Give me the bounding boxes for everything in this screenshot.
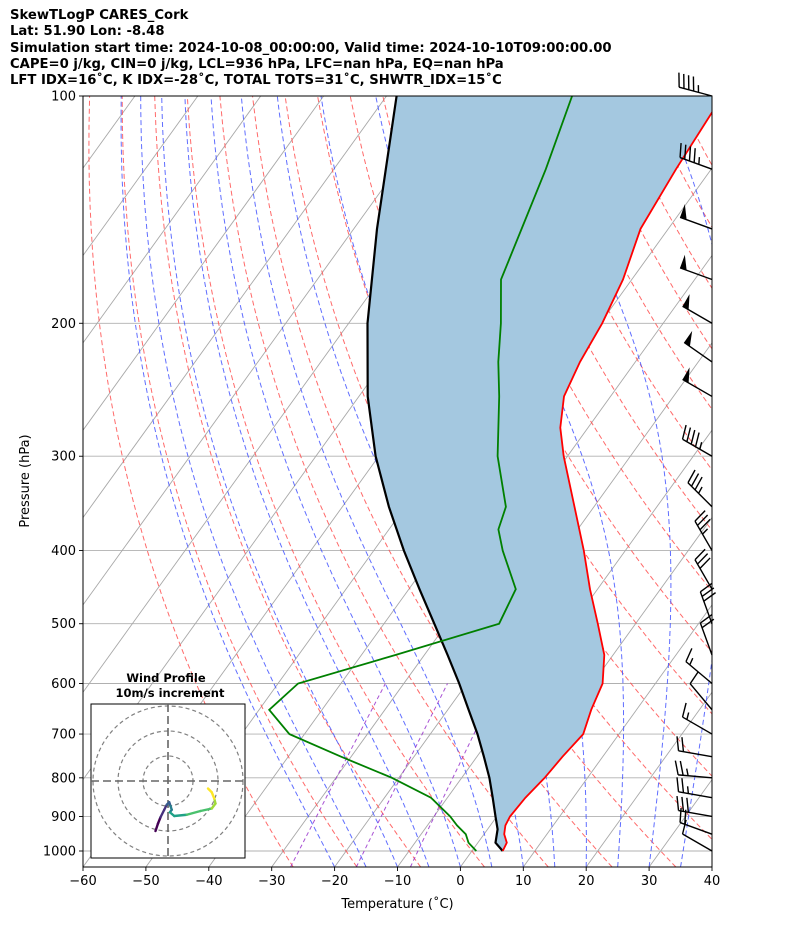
dry-adiabat [512,96,712,471]
x-tick-label: 0 [456,874,464,889]
isotherm-gridline [83,96,387,519]
isotherm-gridline [585,691,712,867]
dry-adiabat [741,96,794,867]
x-tick-label: 30 [641,874,658,889]
hodograph-trace [154,822,160,833]
y-axis-label: Pressure (hPa) [18,434,33,527]
stability-indices: LFT IDX=16˚C, K IDX=-28˚C, TOTAL TOTS=31… [10,73,502,89]
hodograph-subtitle: 10m/s increment [116,686,225,700]
isotherm-gridline [83,96,199,257]
wind-barb [689,671,713,711]
isotherm-gridline [0,96,9,867]
x-tick-label: 10 [515,874,532,889]
time-label: Simulation start time: 2024-10-08_00:00:… [10,40,612,56]
y-tick-label: 700 [51,728,76,743]
wind-barb [682,294,713,324]
y-tick-label: 900 [51,810,76,825]
isotherm-gridline [648,778,712,867]
hodograph-trace [185,809,202,816]
hodograph-trace [159,808,166,819]
parcel-profile-line [366,96,504,852]
moist-adiabat [161,96,398,867]
isotherm-gridline [83,96,450,606]
header: SkewTLogP CARES_Cork Lat: 51.90 Lon: -8.… [10,8,612,89]
x-tick-label: −40 [195,874,222,889]
x-tick-label: −50 [132,874,159,889]
y-tick-label: 600 [51,677,76,692]
wind-barb [687,469,713,508]
dry-adiabat [774,96,794,867]
x-tick-label: 20 [578,874,595,889]
moist-adiabat [184,96,430,867]
wind-barb [694,548,713,590]
dry-adiabat [708,96,712,104]
moist-adiabat [140,96,367,867]
x-tick-label: 40 [704,874,721,889]
y-tick-label: 1000 [43,845,76,860]
moist-adiabat [711,864,712,867]
isotherm-gridline [83,96,324,431]
isotherm-gridline [711,866,712,867]
location-label: Lat: 51.90 Lon: -8.48 [10,24,165,40]
hodograph-trace [199,807,213,813]
x-tick-label: −60 [69,874,96,889]
wind-barb [679,204,713,230]
dry-adiabat [186,96,485,867]
wind-barb [676,777,713,799]
wind-barb [678,72,713,97]
y-tick-label: 800 [51,771,76,786]
dry-adiabat [219,96,549,867]
hodograph-trace [206,787,213,794]
cin-shaded-area [367,96,712,851]
moist-adiabat [660,96,712,867]
wind-barb [679,142,713,170]
hodograph-title: Wind Profile [126,671,206,685]
dry-adiabat [480,96,712,531]
wind-barb [676,795,713,818]
mixing-ratio-line [409,683,499,867]
isotherm-gridline [522,604,712,867]
y-tick-label: 500 [51,617,76,632]
y-tick-label: 100 [51,90,76,105]
dewpoint-profile-line [267,96,573,852]
wind-barb [676,736,713,758]
dry-adiabat [642,96,712,229]
x-tick-label: −10 [384,874,411,889]
isotherm-gridline [0,96,72,867]
wind-barb [674,760,713,779]
wind-barbs [674,72,716,852]
wind-barb [679,254,713,281]
moist-adiabat [744,96,794,867]
isotherm-gridline [83,96,262,344]
wind-barb [683,330,713,363]
y-tick-label: 300 [51,450,76,465]
dry-adiabat [545,96,712,411]
chart-title: SkewTLogP CARES_Cork [10,8,189,23]
wind-barb [685,648,713,685]
profile-lines [267,96,712,852]
axes: −60 −50 −40 −30 −20 −10 0 10 20 30 40 1000 900 800 700… [43,90,720,890]
convective-params: CAPE=0 j/kg, CIN=0 j/kg, LCL=936 hPa, LF… [10,56,504,72]
wind-barb [681,424,713,457]
dry-adiabat [121,96,358,867]
wind-barb [682,367,713,398]
moist-adiabat [240,96,493,867]
isotherm-gridline [334,342,712,867]
dry-adiabat [88,96,294,867]
moist-adiabat [120,96,336,867]
x-tick-label: −20 [321,874,348,889]
mixing-ratio-line [290,683,386,867]
hodograph: Wind Profile 10m/s increment [90,671,246,859]
wind-barb [694,510,713,551]
wind-barb [681,702,713,735]
moist-adiabat [210,96,461,867]
x-tick-label: −30 [258,874,285,889]
y-tick-label: 200 [51,317,76,332]
mixing-ratio-line [355,683,448,867]
x-axis-label: Temperature (˚C) [340,896,453,912]
hodograph-trace [173,813,188,818]
y-tick-label: 400 [51,544,76,559]
temperature-profile-line [501,110,712,852]
